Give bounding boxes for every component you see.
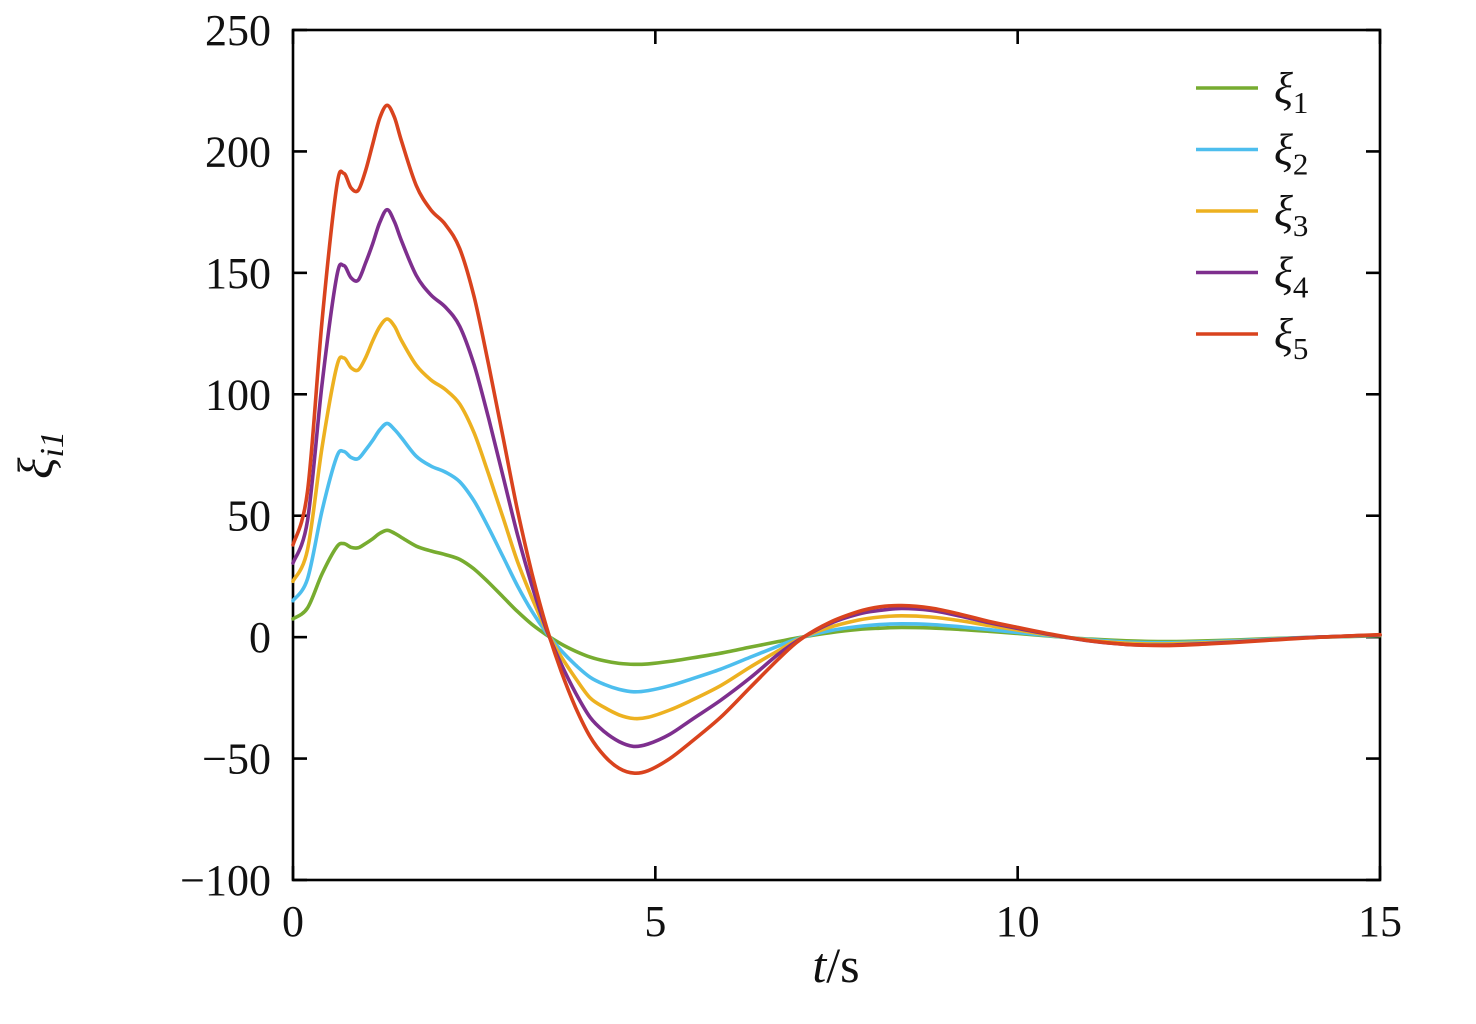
y-tick-label: 250 (205, 6, 271, 55)
y-tick-label: 150 (205, 249, 271, 298)
y-axis-label: ξi1 (7, 431, 71, 479)
legend-item: ξ2 (1196, 126, 1308, 182)
y-tick-label: −100 (180, 856, 271, 905)
y-tick-label: 0 (249, 613, 271, 662)
y-tick-label: 200 (205, 127, 271, 176)
legend-label: ξ4 (1274, 249, 1309, 305)
curve-xi3 (291, 317, 1382, 721)
legend-label: ξ2 (1274, 126, 1308, 182)
tick-labels: 0 5 10 15 −100 −50 0 50 100 150 200 250 (180, 6, 1402, 946)
legend-label: ξ5 (1274, 310, 1308, 366)
legend-item: ξ1 (1196, 64, 1308, 120)
series-curves (291, 103, 1382, 776)
plot-box (291, 28, 1382, 882)
legend-item: ξ3 (1196, 187, 1308, 243)
legend-label: ξ3 (1274, 187, 1308, 243)
legend-item: ξ4 (1196, 249, 1309, 305)
x-tick-label: 10 (996, 897, 1040, 946)
y-tick-label: −50 (202, 735, 271, 784)
legend-label: ξ1 (1274, 64, 1308, 120)
y-tick-label: 50 (227, 492, 271, 541)
x-tick-label: 5 (644, 897, 666, 946)
x-tick-label: 15 (1358, 897, 1402, 946)
curve-xi5 (291, 103, 1382, 776)
y-tick-label: 100 (205, 370, 271, 419)
legend-item: ξ5 (1196, 310, 1308, 366)
axes (291, 28, 1382, 882)
x-tick-label: 0 (282, 897, 304, 946)
x-axis-label: t/s (812, 937, 859, 993)
